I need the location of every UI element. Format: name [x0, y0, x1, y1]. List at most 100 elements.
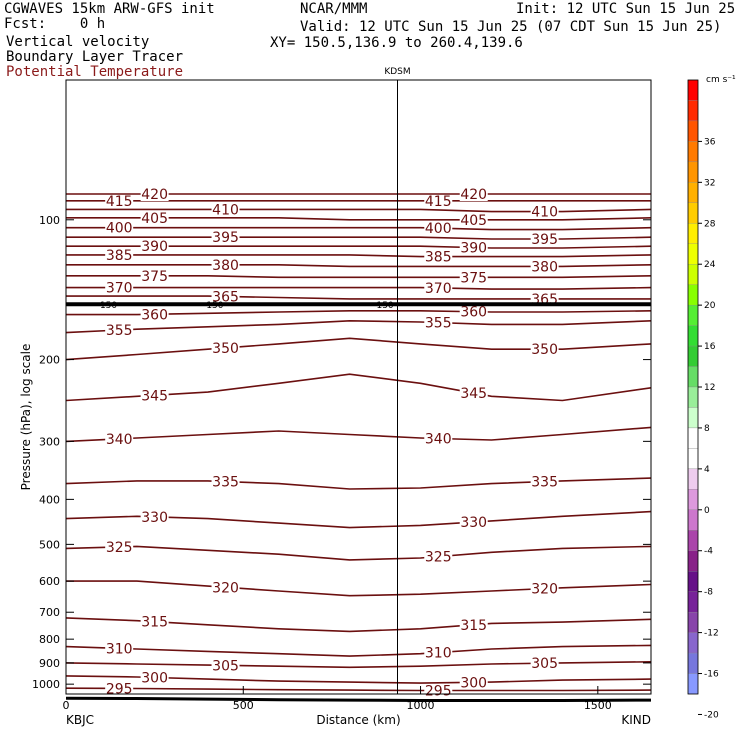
isentrope-label-bg [105, 247, 134, 262]
colorbar-swatch [687, 530, 699, 551]
isentrope-label-bg [105, 280, 134, 295]
isentrope-label: 370 [425, 281, 452, 297]
isentrope-label: 345 [141, 388, 168, 404]
isentrope-label-bg [105, 641, 134, 656]
isentrope-label: 330 [141, 510, 168, 526]
fcst-label: Fcst: [4, 16, 47, 32]
colorbar-swatch [687, 202, 699, 224]
colorbar-swatch [687, 345, 699, 367]
fcst-value: 0 h [79, 16, 106, 32]
colorbar-swatch [687, 304, 699, 326]
colorbar-swatch [687, 325, 699, 347]
isentrope-label: 310 [106, 641, 133, 657]
isentrope-label-bg [140, 239, 169, 254]
colorbar-swatch [687, 571, 699, 592]
isentrope-label-bg [211, 580, 240, 595]
colorbar-swatch [687, 182, 699, 203]
isentrope-label-bg [211, 474, 240, 489]
isentrope-label: 325 [425, 550, 452, 566]
valid-time: Valid: 12 UTC Sun 15 Jun 25 (07 CDT Sun … [300, 19, 722, 35]
isentrope-label-bg [211, 340, 240, 355]
x-tick-label: 1500 [584, 699, 612, 712]
y-tick-label: 1000 [32, 678, 60, 691]
isentrope-label: 400 [106, 221, 133, 237]
bl-tracer-label-3: 150 [376, 301, 393, 311]
isentrope-label-bg [424, 193, 453, 208]
colorbar-label: 12 [704, 383, 715, 393]
colorbar-swatch [687, 386, 699, 408]
colorbar-label: 32 [704, 178, 715, 188]
colorbar-swatch [687, 509, 699, 531]
y-tick-label: 800 [39, 633, 60, 646]
colorbar-swatch [687, 448, 699, 470]
field-potential-temperature: Potential Temperature [6, 64, 184, 80]
isentrope-label-bg [459, 675, 488, 690]
colorbar-swatch [687, 652, 699, 674]
isentrope-label: 320 [212, 580, 239, 596]
isentrope-label-bg [211, 230, 240, 245]
colorbar-swatch [687, 550, 699, 572]
colorbar-label: -12 [704, 629, 719, 639]
isentrope-label-bg [105, 220, 134, 235]
isentrope-label: 375 [141, 269, 168, 285]
isentrope-label-bg [424, 249, 453, 264]
isentrope-label-bg [105, 323, 134, 338]
xy-endpoints: XY= 150.5,136.9 to 260.4,139.6 [270, 35, 523, 51]
colorbar-swatch [687, 243, 699, 265]
isentrope-label: 360 [460, 305, 487, 321]
colorbar-label: 20 [704, 301, 716, 311]
isentrope-355 [65, 319, 652, 334]
isentrope-350 [65, 337, 652, 361]
isentrope-label-bg [211, 202, 240, 217]
bl-tracer-layer: 150 150 150 [65, 301, 652, 702]
isentrope-label: 415 [106, 194, 133, 210]
isentrope-label: 395 [212, 230, 239, 246]
isentrope-label: 300 [460, 675, 487, 691]
isentrope-label-bg [105, 431, 134, 446]
colorbar-swatch [687, 591, 699, 613]
y-tick-label: 100 [39, 214, 60, 227]
bl-tracer-label-2: 150 [206, 301, 223, 311]
colorbar-label: 28 [704, 219, 716, 229]
isentrope-label-bg [140, 187, 169, 202]
isentrope-label-bg [424, 221, 453, 236]
isentrope-label-bg [530, 474, 559, 489]
colorbar-label: -20 [704, 710, 719, 720]
isentrope-370 [66, 286, 652, 290]
isentrope-label: 335 [531, 475, 558, 491]
isentrope-label: 380 [531, 259, 558, 275]
isentrope-label: 360 [141, 307, 168, 323]
bl-tracer-label-1: 150 [100, 301, 117, 311]
agency-label: NCAR/MMM [300, 1, 368, 17]
colorbar-swatch [687, 284, 699, 306]
isentrope-label-bg [105, 193, 134, 208]
isentrope-label: 300 [141, 670, 168, 686]
isentrope-label-bg [140, 670, 169, 685]
isentrope-340 [65, 426, 652, 443]
isentrope-label: 345 [460, 386, 487, 402]
colorbar-label: 24 [704, 260, 716, 270]
isentrope-305 [65, 661, 652, 669]
colorbar-swatch [687, 264, 699, 285]
isentrope-320 [66, 580, 652, 597]
isentrope-label: 415 [425, 194, 452, 210]
init-time: Init: 12 UTC Sun 15 Jun 25 [516, 1, 736, 17]
isentrope-label: 305 [531, 656, 558, 672]
isentrope-label: 380 [212, 258, 239, 274]
isentrope-label-bg [459, 304, 488, 319]
colorbar-swatch [687, 366, 699, 388]
isentrope-label-bg [140, 307, 169, 322]
isentrope-label: 320 [531, 582, 558, 598]
colorbar-label: 0 [704, 506, 710, 516]
x-tick-label: 1000 [407, 699, 435, 712]
isentrope-295 [65, 687, 652, 692]
colorbar-swatch [687, 632, 699, 654]
isentrope-label: 315 [460, 618, 487, 634]
y-tick-label: 500 [39, 538, 60, 551]
colorbar-unit: cm s⁻¹ [706, 75, 736, 85]
isentrope-label: 335 [212, 475, 239, 491]
colorbar-swatch [687, 223, 699, 244]
isentrope-label: 295 [425, 684, 452, 700]
isentrope-label: 420 [141, 187, 168, 203]
isentrope-label: 365 [212, 289, 239, 305]
